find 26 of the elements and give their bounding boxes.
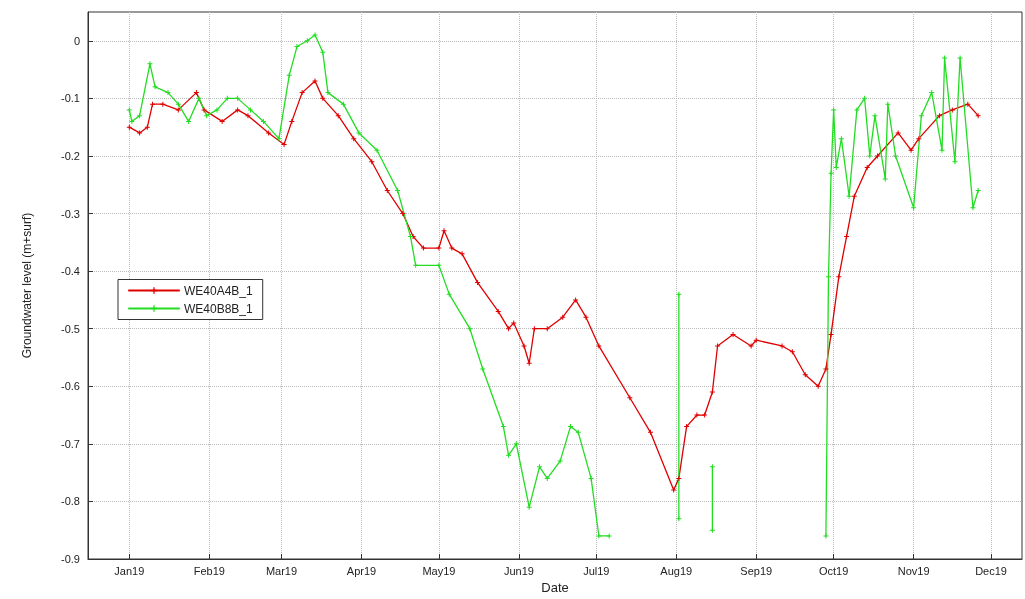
y-axis-title: Groundwater level (m+surf) [20, 212, 34, 359]
y-tick-label: -0.4 [61, 265, 80, 278]
x-tick-label: Jul19 [583, 564, 610, 577]
x-tick-label: Oct19 [818, 564, 849, 577]
y-tick-label: -0.5 [61, 322, 80, 335]
x-tick-label: Sep19 [740, 564, 773, 577]
x-tick-label: May19 [422, 564, 456, 577]
y-tick-label: -0.8 [61, 495, 80, 508]
x-tick-label: Aug19 [660, 564, 693, 577]
x-tick-label: Nov19 [897, 564, 930, 577]
x-tick-label: Jun19 [503, 564, 534, 577]
y-tick-label: -0.9 [61, 553, 80, 565]
x-axis-title: Date [541, 580, 569, 595]
y-tick-label: 0 [73, 34, 80, 47]
y-tick-label: -0.7 [61, 437, 80, 450]
x-tick-label: Jan19 [114, 564, 145, 577]
legend-label: WE40A4B_1 [184, 283, 254, 298]
y-tick-label: -0.3 [61, 207, 80, 220]
x-tick-label: Apr19 [346, 564, 377, 577]
x-tick-label: Dec19 [975, 564, 1007, 577]
x-tick-label: Feb19 [193, 564, 225, 577]
y-tick-label: -0.2 [61, 149, 80, 162]
legend-label: WE40B8B_1 [184, 301, 254, 316]
x-tick-label: Mar19 [265, 564, 298, 577]
y-tick-label: -0.6 [61, 380, 80, 393]
y-tick-label: -0.1 [61, 92, 80, 105]
